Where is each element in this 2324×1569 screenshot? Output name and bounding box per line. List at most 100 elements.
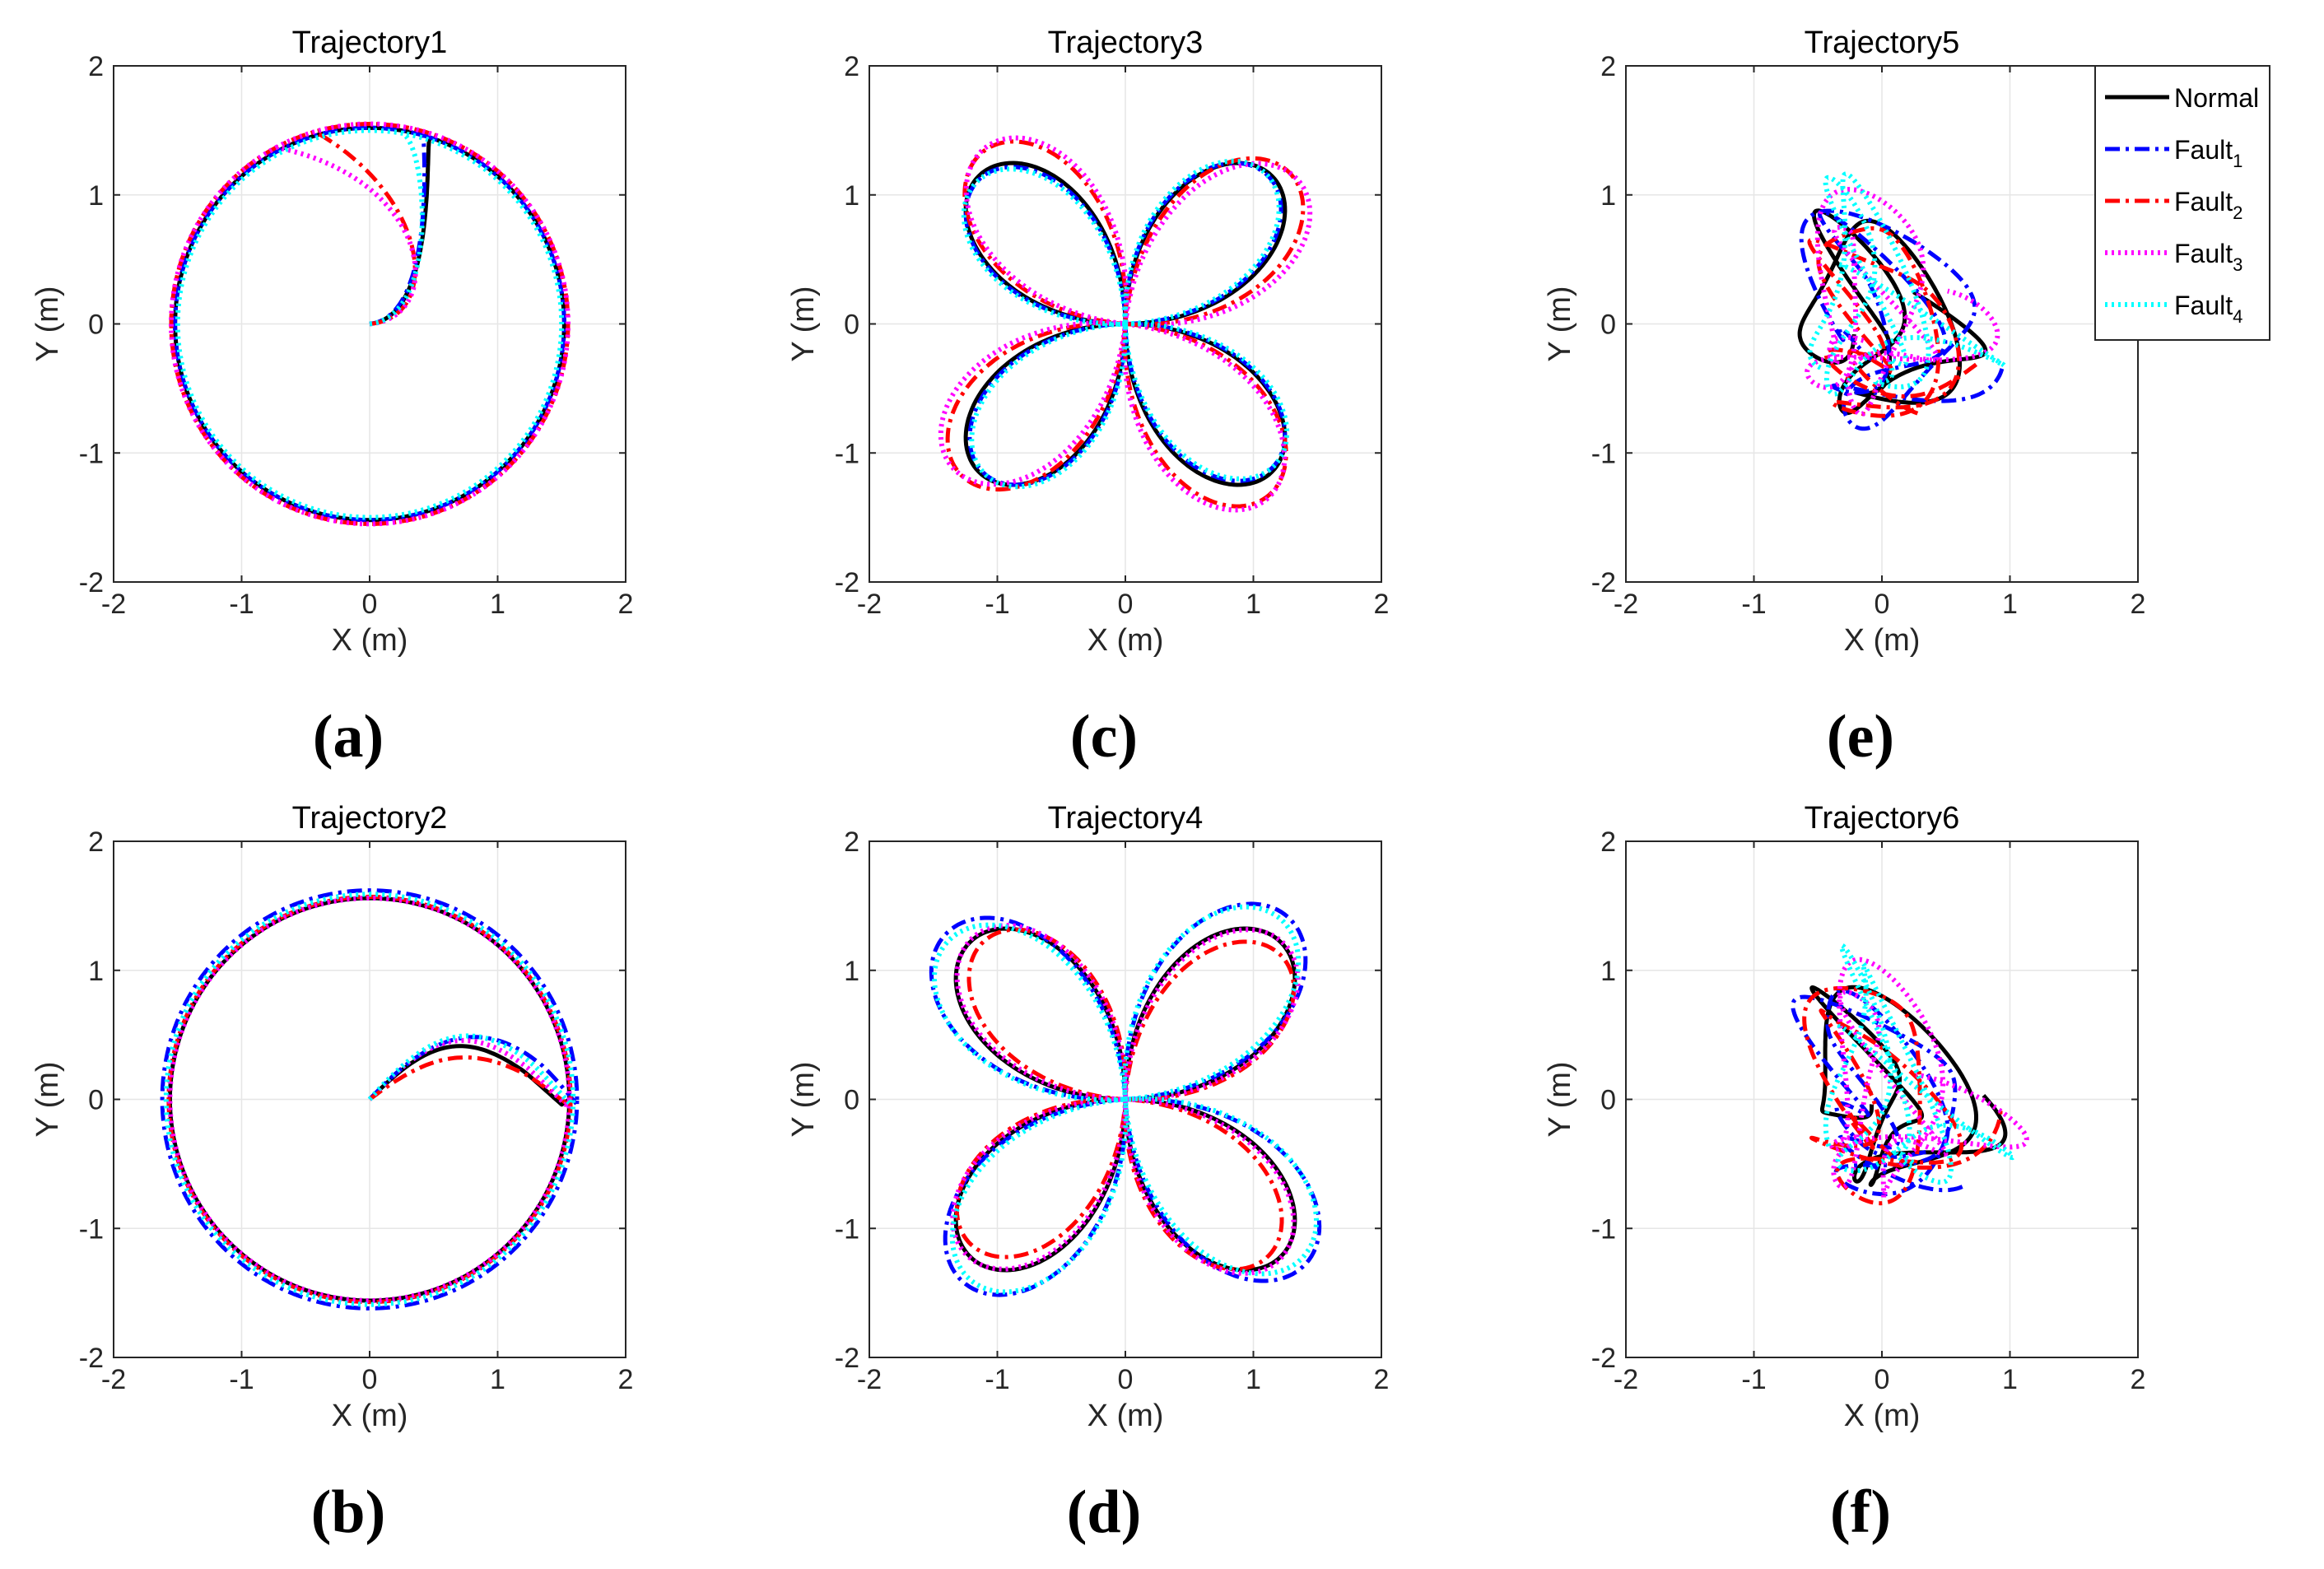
chart-title: Trajectory2: [292, 801, 448, 836]
x-tick-label: 0: [1875, 589, 1890, 620]
series-line-fault-1: [1799, 208, 2005, 431]
x-tick-label: -1: [1741, 589, 1766, 620]
x-tick-label: 1: [2002, 1364, 2018, 1395]
legend-entry-label: Normal: [2174, 83, 2259, 113]
series-line-fault-3: [1805, 187, 2000, 417]
x-tick-label: 0: [1118, 589, 1134, 620]
axes-box: [1625, 840, 2139, 1358]
axes-box: [113, 65, 626, 583]
series-line-fault-4: [163, 892, 576, 1307]
panel-label: (d): [1067, 1478, 1141, 1546]
x-tick-label: -2: [101, 1364, 126, 1395]
axes-box: [869, 65, 1382, 583]
y-tick-label: -1: [1591, 1213, 1616, 1245]
y-axis-label: Y (m): [786, 286, 821, 361]
x-axis-label: X (m): [1087, 1399, 1164, 1433]
chart-panel-f: -2-2 -1 -1 0 0 1 1 2 2 Trajectory6 X (m) Y (m) (f): [1543, 801, 2145, 1546]
y-axis-label: Y (m): [786, 1061, 821, 1137]
x-tick-label: 0: [362, 1364, 378, 1395]
x-tick-label: -1: [229, 589, 254, 620]
chart-title: Trajectory6: [1805, 801, 1960, 836]
y-tick-label: -1: [835, 438, 859, 469]
y-axis-label: Y (m): [30, 286, 65, 361]
x-tick-label: 2: [618, 1364, 634, 1395]
x-tick-label: -2: [857, 589, 882, 620]
y-tick-label: -2: [1591, 567, 1616, 598]
series-line-fault-4: [175, 128, 565, 520]
chart-panel-e: -2-2 -1 -1 0 0 1 1 2 2 Trajectory5 X (m) Y (m) (e) No…: [1543, 26, 2270, 771]
x-tick-label: -1: [229, 1364, 254, 1395]
panel-label: (b): [311, 1478, 385, 1546]
x-tick-label: 0: [362, 589, 378, 620]
axes-box: [113, 840, 626, 1358]
y-axis-label: Y (m): [1543, 1061, 1577, 1137]
y-tick-label: -2: [835, 1343, 859, 1374]
series-line-fault-4: [961, 158, 1290, 490]
x-tick-label: -1: [1741, 1364, 1766, 1395]
y-tick-label: -2: [79, 567, 104, 598]
y-tick-label: 0: [1600, 1085, 1616, 1116]
x-tick-label: -2: [857, 1364, 882, 1395]
y-tick-label: 0: [844, 1085, 859, 1116]
chart-title: Trajectory1: [292, 26, 448, 60]
y-tick-label: 0: [88, 310, 104, 341]
x-tick-label: 1: [1246, 589, 1261, 620]
y-tick-label: -1: [79, 1213, 104, 1245]
series-line-fault-2: [166, 894, 573, 1305]
y-tick-label: 1: [844, 956, 859, 987]
series-line-fault-3: [1829, 957, 2029, 1200]
x-tick-label: 2: [618, 589, 634, 620]
chart-title: Trajectory5: [1805, 26, 1960, 60]
series-line-normal: [1809, 985, 2008, 1187]
x-tick-label: -2: [1614, 589, 1638, 620]
x-axis-label: X (m): [1087, 623, 1164, 658]
axes-box: [869, 840, 1382, 1358]
x-tick-label: 2: [2131, 1364, 2146, 1395]
chart-title: Trajectory3: [1048, 26, 1204, 60]
series-line-fault-4: [932, 904, 1319, 1295]
x-tick-label: -2: [1614, 1364, 1638, 1395]
x-tick-label: 1: [1246, 1364, 1261, 1395]
x-tick-label: 2: [1374, 1364, 1390, 1395]
x-axis-label: X (m): [1844, 623, 1921, 658]
panel-label: (f): [1830, 1478, 1891, 1546]
x-tick-label: 1: [490, 589, 505, 620]
chart-panel-d: -2-2 -1 -1 0 0 1 1 2 2 Trajectory4 X (m) Y (m) (d): [786, 801, 1389, 1546]
x-tick-label: -1: [985, 1364, 1009, 1395]
y-tick-label: 0: [88, 1085, 104, 1116]
y-tick-label: -2: [835, 567, 859, 598]
y-tick-label: -1: [1591, 438, 1616, 469]
y-tick-label: 0: [844, 310, 859, 341]
x-tick-label: -1: [985, 589, 1009, 620]
chart-panel-a: -2-2 -1 -1 0 0 1 1 2 2 Trajectory1 X (m) Y (m) (a): [30, 26, 633, 771]
x-axis-label: X (m): [332, 1399, 408, 1433]
series-line-fault-4: [1823, 943, 2015, 1185]
y-tick-label: 2: [1600, 826, 1616, 858]
y-tick-label: 2: [88, 51, 104, 82]
y-tick-label: 0: [1600, 310, 1616, 341]
x-tick-label: 0: [1118, 1364, 1134, 1395]
legend-box: [2094, 65, 2270, 341]
y-tick-label: 1: [1600, 956, 1616, 987]
y-tick-label: 2: [1600, 51, 1616, 82]
y-tick-label: 1: [844, 180, 859, 212]
series-line-fault-2: [169, 122, 571, 526]
y-tick-label: -1: [835, 1213, 859, 1245]
series-line-fault-2: [1802, 985, 2003, 1206]
x-tick-label: 1: [490, 1364, 505, 1395]
y-axis-label: Y (m): [30, 1061, 65, 1137]
y-tick-label: 1: [88, 180, 104, 212]
series-line-fault-3: [169, 121, 571, 527]
panel-label: (c): [1070, 703, 1138, 771]
x-tick-label: -2: [101, 589, 126, 620]
series-line-fault-1: [160, 888, 580, 1311]
y-tick-label: -1: [79, 438, 104, 469]
panel-label: (e): [1827, 703, 1894, 771]
y-tick-label: 2: [88, 826, 104, 858]
x-tick-label: 2: [2131, 589, 2146, 620]
y-tick-label: 1: [88, 956, 104, 987]
y-tick-label: 1: [1600, 180, 1616, 212]
y-tick-label: 2: [844, 51, 859, 82]
y-tick-label: -2: [79, 1343, 104, 1374]
